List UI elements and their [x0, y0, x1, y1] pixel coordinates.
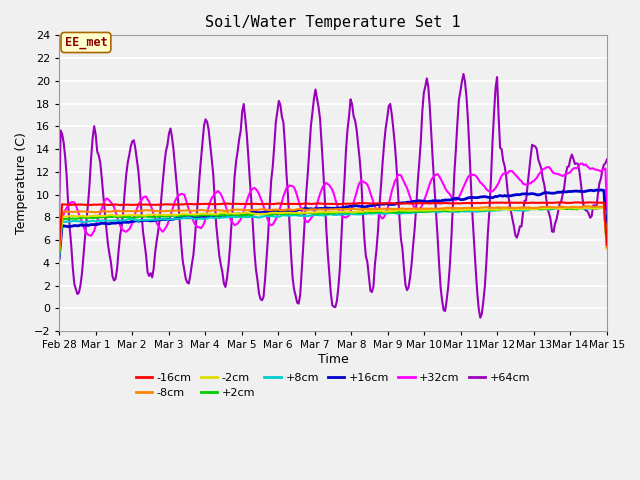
Text: EE_met: EE_met	[65, 36, 108, 49]
Y-axis label: Temperature (C): Temperature (C)	[15, 132, 28, 234]
Legend: -16cm, -8cm, -2cm, +2cm, +8cm, +16cm, +32cm, +64cm: -16cm, -8cm, -2cm, +2cm, +8cm, +16cm, +3…	[131, 368, 534, 403]
X-axis label: Time: Time	[317, 353, 348, 366]
Title: Soil/Water Temperature Set 1: Soil/Water Temperature Set 1	[205, 15, 461, 30]
